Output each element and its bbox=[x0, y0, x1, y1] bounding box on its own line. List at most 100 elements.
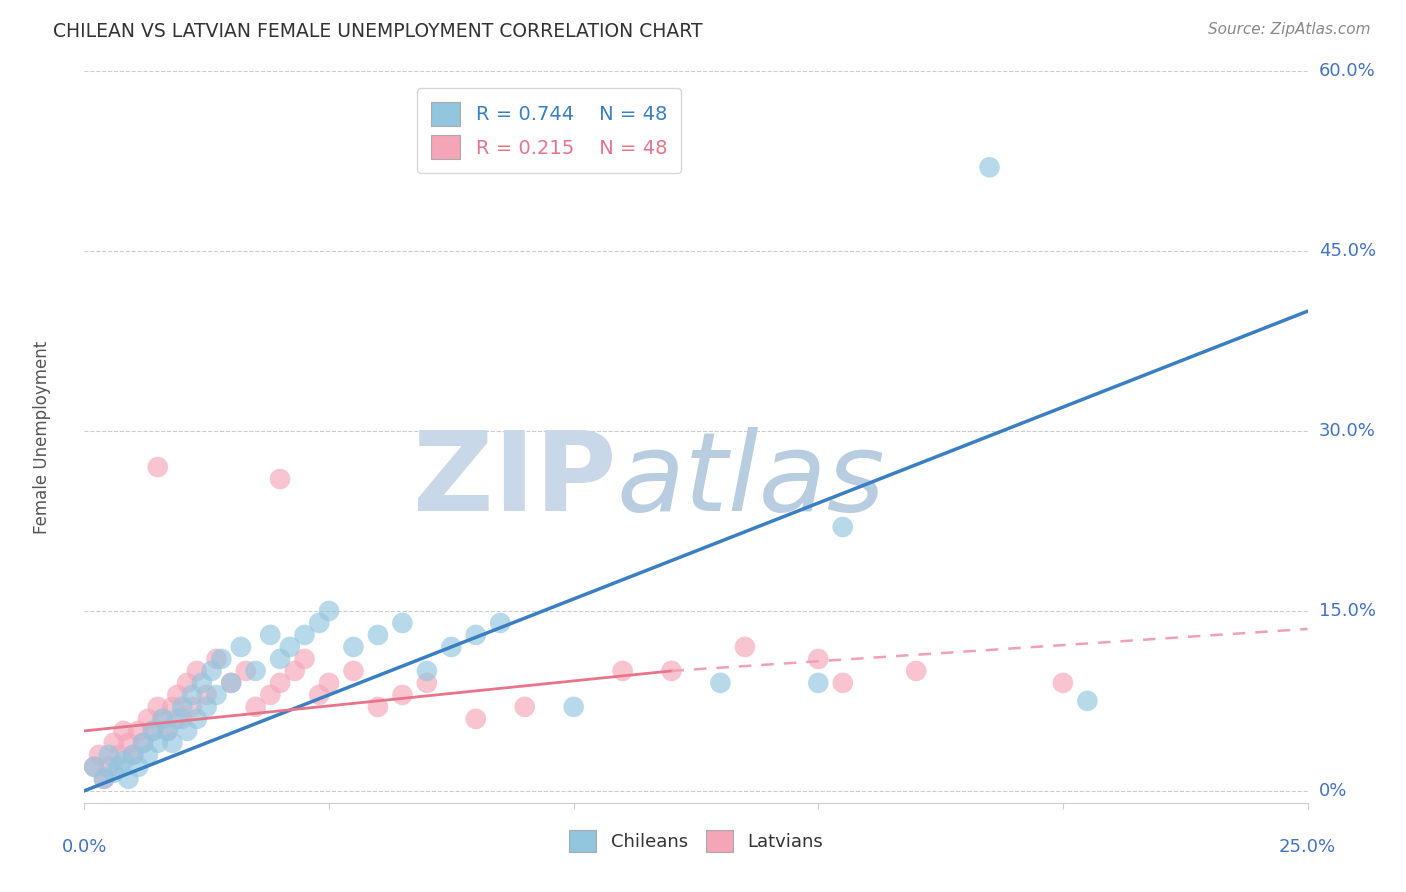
Text: Source: ZipAtlas.com: Source: ZipAtlas.com bbox=[1208, 22, 1371, 37]
Point bbox=[513, 699, 536, 714]
Point bbox=[136, 712, 159, 726]
Text: 15.0%: 15.0% bbox=[1319, 602, 1375, 620]
Point bbox=[807, 676, 830, 690]
Point bbox=[831, 520, 853, 534]
Point bbox=[146, 736, 169, 750]
Point bbox=[318, 604, 340, 618]
Point bbox=[318, 676, 340, 690]
Point bbox=[127, 723, 149, 738]
Point bbox=[127, 760, 149, 774]
Point bbox=[979, 161, 1001, 175]
Point bbox=[181, 688, 204, 702]
Point bbox=[219, 676, 242, 690]
Point bbox=[181, 699, 204, 714]
Point bbox=[1052, 676, 1074, 690]
Point bbox=[294, 628, 316, 642]
Text: 60.0%: 60.0% bbox=[1319, 62, 1375, 80]
Point bbox=[416, 664, 439, 678]
Point bbox=[235, 664, 257, 678]
Point bbox=[391, 615, 413, 630]
Text: Female Unemployment: Female Unemployment bbox=[32, 341, 51, 533]
Point bbox=[156, 723, 179, 738]
Point bbox=[142, 723, 165, 738]
Point bbox=[416, 676, 439, 690]
Point bbox=[278, 640, 301, 654]
Point bbox=[146, 699, 169, 714]
Point bbox=[87, 747, 110, 762]
Point bbox=[259, 688, 281, 702]
Point bbox=[440, 640, 463, 654]
Point bbox=[229, 640, 252, 654]
Point bbox=[117, 736, 139, 750]
Point bbox=[132, 736, 155, 750]
Point bbox=[166, 688, 188, 702]
Point bbox=[191, 676, 214, 690]
Point bbox=[205, 652, 228, 666]
Point bbox=[367, 699, 389, 714]
Point bbox=[146, 460, 169, 475]
Point bbox=[103, 736, 125, 750]
Point bbox=[308, 688, 330, 702]
Point bbox=[107, 747, 129, 762]
Point bbox=[97, 760, 120, 774]
Text: 25.0%: 25.0% bbox=[1279, 838, 1336, 855]
Point bbox=[195, 688, 218, 702]
Point bbox=[195, 699, 218, 714]
Point bbox=[661, 664, 683, 678]
Point bbox=[269, 676, 291, 690]
Point bbox=[391, 688, 413, 702]
Point bbox=[219, 676, 242, 690]
Point bbox=[259, 628, 281, 642]
Text: 30.0%: 30.0% bbox=[1319, 422, 1375, 440]
Text: ZIP: ZIP bbox=[413, 427, 616, 534]
Text: CHILEAN VS LATVIAN FEMALE UNEMPLOYMENT CORRELATION CHART: CHILEAN VS LATVIAN FEMALE UNEMPLOYMENT C… bbox=[53, 22, 703, 41]
Point bbox=[269, 652, 291, 666]
Point bbox=[176, 723, 198, 738]
Point bbox=[200, 664, 222, 678]
Point bbox=[93, 772, 115, 786]
Point bbox=[112, 754, 135, 768]
Point bbox=[209, 652, 232, 666]
Point bbox=[112, 723, 135, 738]
Point bbox=[562, 699, 585, 714]
Point bbox=[83, 760, 105, 774]
Point bbox=[117, 772, 139, 786]
Point bbox=[709, 676, 731, 690]
Text: 0%: 0% bbox=[1319, 781, 1347, 800]
Point bbox=[269, 472, 291, 486]
Point bbox=[83, 760, 105, 774]
Point bbox=[186, 712, 208, 726]
Point bbox=[162, 699, 184, 714]
Point bbox=[342, 664, 364, 678]
Point bbox=[122, 747, 145, 762]
Point bbox=[176, 676, 198, 690]
Point bbox=[172, 712, 194, 726]
Point bbox=[734, 640, 756, 654]
Point bbox=[294, 652, 316, 666]
Point bbox=[142, 723, 165, 738]
Text: atlas: atlas bbox=[616, 427, 886, 534]
Point bbox=[136, 747, 159, 762]
Point bbox=[156, 723, 179, 738]
Point bbox=[107, 760, 129, 774]
Point bbox=[1076, 694, 1098, 708]
Point bbox=[284, 664, 307, 678]
Point bbox=[132, 736, 155, 750]
Point bbox=[205, 688, 228, 702]
Point bbox=[93, 772, 115, 786]
Point bbox=[152, 712, 174, 726]
Point bbox=[831, 676, 853, 690]
Point bbox=[464, 628, 486, 642]
Point bbox=[172, 699, 194, 714]
Point bbox=[122, 747, 145, 762]
Point bbox=[807, 652, 830, 666]
Point bbox=[367, 628, 389, 642]
Point bbox=[489, 615, 512, 630]
Point bbox=[342, 640, 364, 654]
Point bbox=[162, 736, 184, 750]
Text: 45.0%: 45.0% bbox=[1319, 243, 1376, 260]
Legend: Chileans, Latvians: Chileans, Latvians bbox=[562, 823, 830, 860]
Text: 0.0%: 0.0% bbox=[62, 838, 107, 855]
Point bbox=[612, 664, 634, 678]
Point bbox=[245, 699, 267, 714]
